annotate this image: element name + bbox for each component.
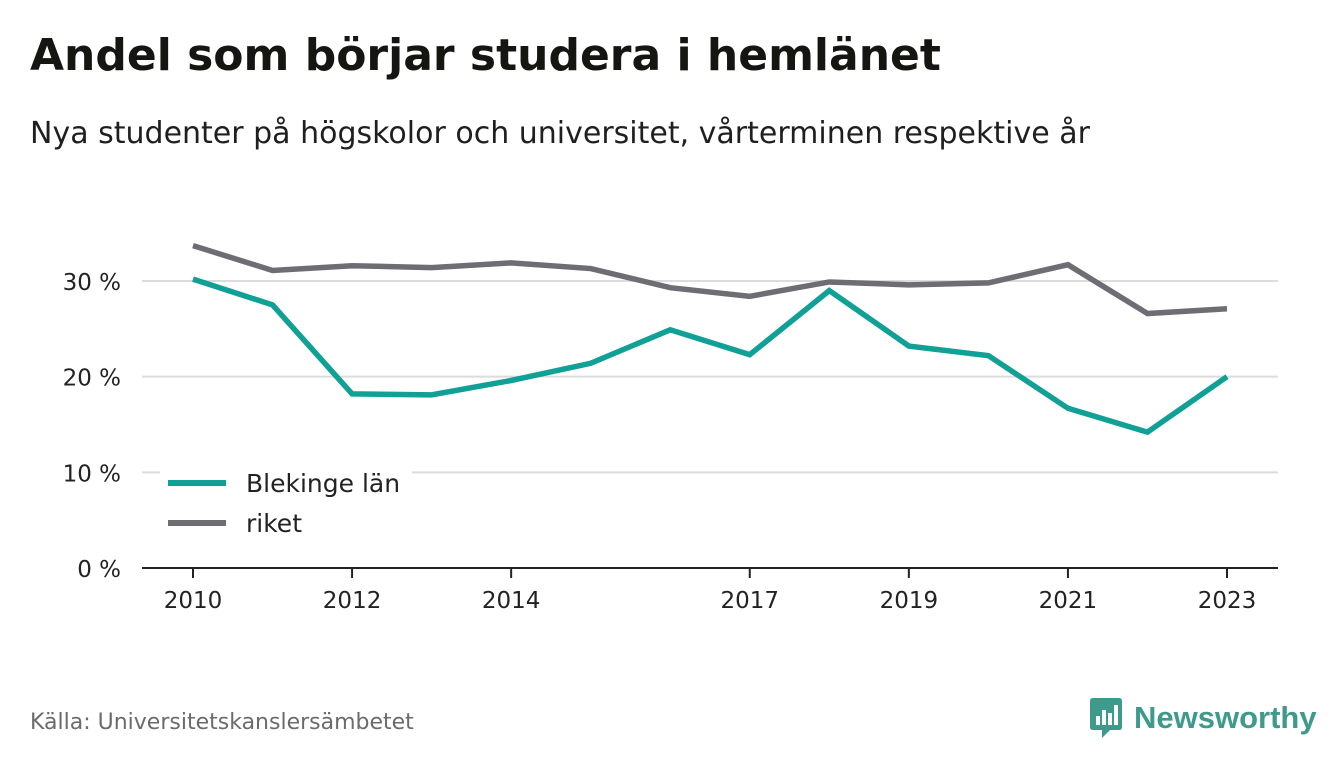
series-lines	[192, 242, 1229, 436]
x-tick-label: 2010	[164, 588, 223, 614]
series-line	[192, 242, 1228, 317]
y-axis-ticks: 0 % 10 % 20 % 30 %	[63, 270, 121, 583]
legend-background	[160, 458, 412, 546]
legend: Blekinge län riket	[160, 458, 412, 546]
y-tick-label: 20 %	[63, 366, 121, 392]
newsworthy-logo-icon	[1090, 698, 1122, 738]
y-tick-label: 10 %	[63, 461, 121, 487]
series-line	[192, 276, 1229, 436]
x-tick-label: 2023	[1198, 588, 1257, 614]
brand-logo: Newsworthy	[1088, 697, 1317, 739]
chart-title: Andel som börjar studera i hemlänet	[30, 30, 941, 81]
brand-name: Newsworthy	[1134, 700, 1317, 735]
x-axis: 2010 2012 2014 2017 2019 2021 2023	[142, 567, 1278, 614]
x-tick-label: 2021	[1039, 588, 1098, 614]
legend-label: riket	[246, 509, 302, 538]
y-tick-label: 30 %	[63, 270, 121, 296]
y-tick-label: 0 %	[77, 557, 121, 583]
x-tick-label: 2012	[323, 588, 382, 614]
x-tick-label: 2017	[720, 588, 779, 614]
x-tick-label: 2014	[482, 588, 541, 614]
x-tick-label: 2019	[880, 588, 939, 614]
source-note: Källa: Universitetskanslersämbetet	[30, 710, 414, 735]
grid-lines	[142, 280, 1278, 474]
legend-label: Blekinge län	[246, 469, 400, 498]
line-chart: 0 % 10 % 20 % 30 % 2010 2012 2014 2017 2019 2021…	[63, 242, 1278, 614]
chart-subtitle: Nya studenter på högskolor och universit…	[30, 116, 1090, 151]
